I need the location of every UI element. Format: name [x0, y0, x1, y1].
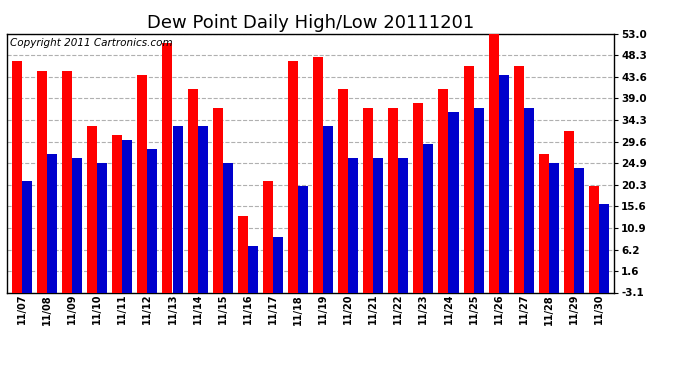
Bar — [564, 130, 574, 292]
Bar — [323, 126, 333, 292]
Bar — [137, 75, 148, 292]
Bar — [37, 70, 47, 292]
Bar — [162, 43, 172, 292]
Bar — [539, 154, 549, 292]
Bar — [172, 126, 183, 292]
Bar — [499, 75, 509, 292]
Bar — [489, 34, 499, 292]
Bar — [524, 108, 534, 292]
Title: Dew Point Daily High/Low 20111201: Dew Point Daily High/Low 20111201 — [147, 14, 474, 32]
Bar — [12, 62, 22, 292]
Bar — [47, 154, 57, 292]
Bar — [599, 204, 609, 292]
Bar — [188, 89, 197, 292]
Bar — [373, 158, 383, 292]
Bar — [514, 66, 524, 292]
Bar — [97, 163, 107, 292]
Bar — [62, 70, 72, 292]
Bar — [438, 89, 449, 292]
Bar — [549, 163, 559, 292]
Bar — [72, 158, 82, 292]
Bar — [213, 108, 223, 292]
Bar — [348, 158, 358, 292]
Bar — [338, 89, 348, 292]
Bar — [263, 182, 273, 292]
Bar — [87, 126, 97, 292]
Bar — [148, 149, 157, 292]
Bar — [313, 57, 323, 292]
Bar — [122, 140, 132, 292]
Text: Copyright 2011 Cartronics.com: Copyright 2011 Cartronics.com — [10, 38, 172, 48]
Bar — [398, 158, 408, 292]
Bar — [238, 216, 248, 292]
Bar — [448, 112, 459, 292]
Bar — [273, 237, 283, 292]
Bar — [197, 126, 208, 292]
Bar — [22, 182, 32, 292]
Bar — [288, 62, 298, 292]
Bar — [413, 103, 424, 292]
Bar — [112, 135, 122, 292]
Bar — [424, 144, 433, 292]
Bar — [223, 163, 233, 292]
Bar — [363, 108, 373, 292]
Bar — [298, 186, 308, 292]
Bar — [248, 246, 258, 292]
Bar — [464, 66, 473, 292]
Bar — [388, 108, 398, 292]
Bar — [574, 168, 584, 292]
Bar — [473, 108, 484, 292]
Bar — [589, 186, 599, 292]
